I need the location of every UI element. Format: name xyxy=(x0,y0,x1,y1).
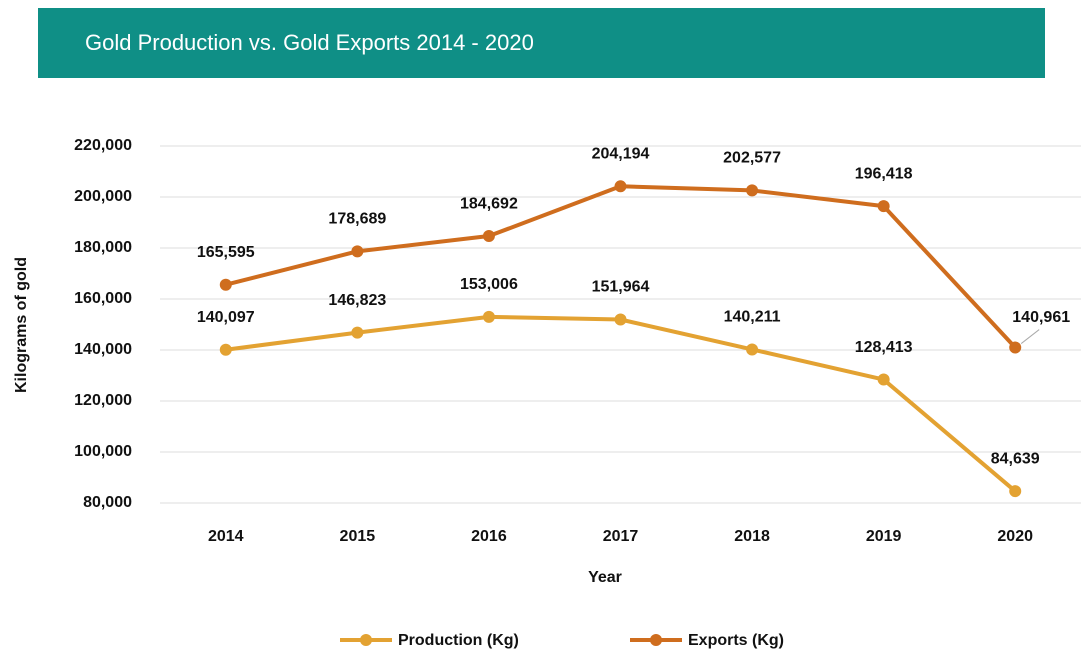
legend-label: Exports (Kg) xyxy=(688,632,784,649)
data-point xyxy=(614,313,627,326)
data-label: 140,097 xyxy=(197,309,255,326)
y-axis-label: Kilograms of gold xyxy=(13,257,30,393)
leader-line xyxy=(1020,329,1040,344)
x-tick-label: 2017 xyxy=(603,528,639,545)
x-tick-label: 2016 xyxy=(471,528,507,545)
data-point xyxy=(877,373,890,386)
data-point xyxy=(1009,485,1022,498)
x-tick-label: 2019 xyxy=(866,528,902,545)
data-label: 151,964 xyxy=(592,279,650,296)
data-label: 202,577 xyxy=(723,150,781,167)
y-tick-label: 160,000 xyxy=(74,290,132,307)
data-point xyxy=(219,278,232,291)
data-label: 153,006 xyxy=(460,276,518,293)
y-tick-label: 140,000 xyxy=(74,341,132,358)
data-label: 165,595 xyxy=(197,244,255,261)
legend-label: Production (Kg) xyxy=(398,632,519,649)
data-point xyxy=(1009,341,1022,354)
y-tick-label: 220,000 xyxy=(74,137,132,154)
x-tick-label: 2020 xyxy=(997,528,1033,545)
data-label: 146,823 xyxy=(328,292,386,309)
data-label: 178,689 xyxy=(328,211,386,228)
title-banner xyxy=(38,8,1045,78)
data-label: 140,211 xyxy=(724,309,781,326)
y-tick-label: 80,000 xyxy=(83,494,132,511)
data-point xyxy=(482,230,495,243)
data-point xyxy=(351,245,364,258)
y-tick-label: 200,000 xyxy=(74,188,132,205)
y-tick-label: 120,000 xyxy=(74,392,132,409)
data-label: 84,639 xyxy=(991,450,1040,467)
legend-marker xyxy=(650,634,662,646)
data-label: 128,413 xyxy=(855,339,913,356)
x-tick-label: 2014 xyxy=(208,528,244,545)
chart-title: Gold Production vs. Gold Exports 2014 - … xyxy=(85,30,534,55)
x-tick-label: 2015 xyxy=(340,528,376,545)
data-point xyxy=(614,180,627,193)
data-point xyxy=(219,343,232,356)
data-point xyxy=(877,200,890,213)
data-label: 204,194 xyxy=(592,146,650,163)
legend-marker xyxy=(360,634,372,646)
x-tick-label: 2018 xyxy=(734,528,770,545)
y-tick-label: 100,000 xyxy=(74,443,132,460)
data-label: 140,961 xyxy=(1012,309,1070,326)
y-tick-label: 180,000 xyxy=(74,239,132,256)
data-label: 184,692 xyxy=(460,195,518,212)
data-label: 196,418 xyxy=(855,165,913,182)
data-point xyxy=(351,326,364,339)
x-axis-label: Year xyxy=(588,569,622,586)
data-point xyxy=(746,343,759,356)
data-point xyxy=(482,310,495,323)
data-point xyxy=(746,184,759,197)
